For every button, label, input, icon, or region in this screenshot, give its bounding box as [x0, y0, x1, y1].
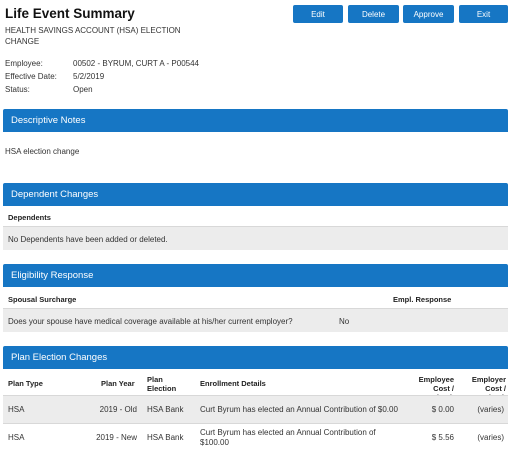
employee-cost-cell: $ 5.56 [431, 433, 454, 442]
plan-election-changes-header: Plan Election Changes [3, 346, 508, 369]
eligibility-answer: No [339, 317, 350, 326]
divider [3, 395, 508, 396]
empl-response-column-header: Empl. Response [393, 295, 452, 304]
approve-button[interactable]: Approve [403, 5, 454, 23]
employee-value: 00502 - BYRUM, CURT A - P00544 [73, 59, 199, 68]
plan-election-column-header: Plan Election [147, 375, 177, 393]
employer-cost-cell: (varies) [477, 433, 504, 442]
employer-cost-cell: (varies) [477, 405, 504, 414]
status-value: Open [73, 85, 93, 94]
page-subtitle: HEALTH SAVINGS ACCOUNT (HSA) ELECTION CH… [5, 26, 181, 46]
table-row [3, 396, 508, 423]
divider [3, 226, 508, 227]
exit-button[interactable]: Exit [459, 5, 508, 23]
eligibility-question: Does your spouse have medical coverage a… [8, 317, 293, 326]
plan-election-cell: HSA Bank [147, 433, 184, 442]
eligibility-response-header: Eligibility Response [3, 264, 508, 287]
descriptive-notes-header: Descriptive Notes [3, 109, 508, 132]
page-title: Life Event Summary [5, 6, 135, 21]
status-label: Status: [5, 85, 30, 94]
spousal-surcharge-column-header: Spousal Surcharge [8, 295, 77, 304]
plan-election-cell: HSA Bank [147, 405, 184, 414]
plan-type-cell: HSA [8, 433, 25, 442]
dependents-column-header: Dependents [8, 213, 51, 222]
enrollment-details-cell: Curt Byrum has elected an Annual Contrib… [200, 428, 376, 447]
employee-label: Employee: [5, 59, 43, 68]
plan-type-cell: HSA [8, 405, 25, 414]
delete-button[interactable]: Delete [348, 5, 399, 23]
dependent-changes-header: Dependent Changes [3, 183, 508, 206]
enrollment-details-cell: Curt Byrum has elected an Annual Contrib… [200, 405, 398, 414]
divider [3, 423, 508, 424]
employee-cost-cell: $ 0.00 [431, 405, 454, 414]
plan-year-cell: 2019 - New [96, 433, 137, 442]
plan-type-column-header: Plan Type [8, 379, 43, 388]
divider [3, 308, 508, 309]
descriptive-notes-text: HSA election change [5, 147, 80, 156]
plan-year-column-header: Plan Year [101, 379, 135, 388]
table-row [3, 227, 508, 250]
enrollment-details-column-header: Enrollment Details [200, 379, 266, 388]
table-row [3, 309, 508, 332]
effective-date-label: Effective Date: [5, 72, 57, 81]
edit-button[interactable]: Edit [293, 5, 343, 23]
dependents-row-text: No Dependents have been added or deleted… [8, 235, 168, 244]
plan-year-cell: 2019 - Old [99, 405, 137, 414]
effective-date-value: 5/2/2019 [73, 72, 105, 81]
